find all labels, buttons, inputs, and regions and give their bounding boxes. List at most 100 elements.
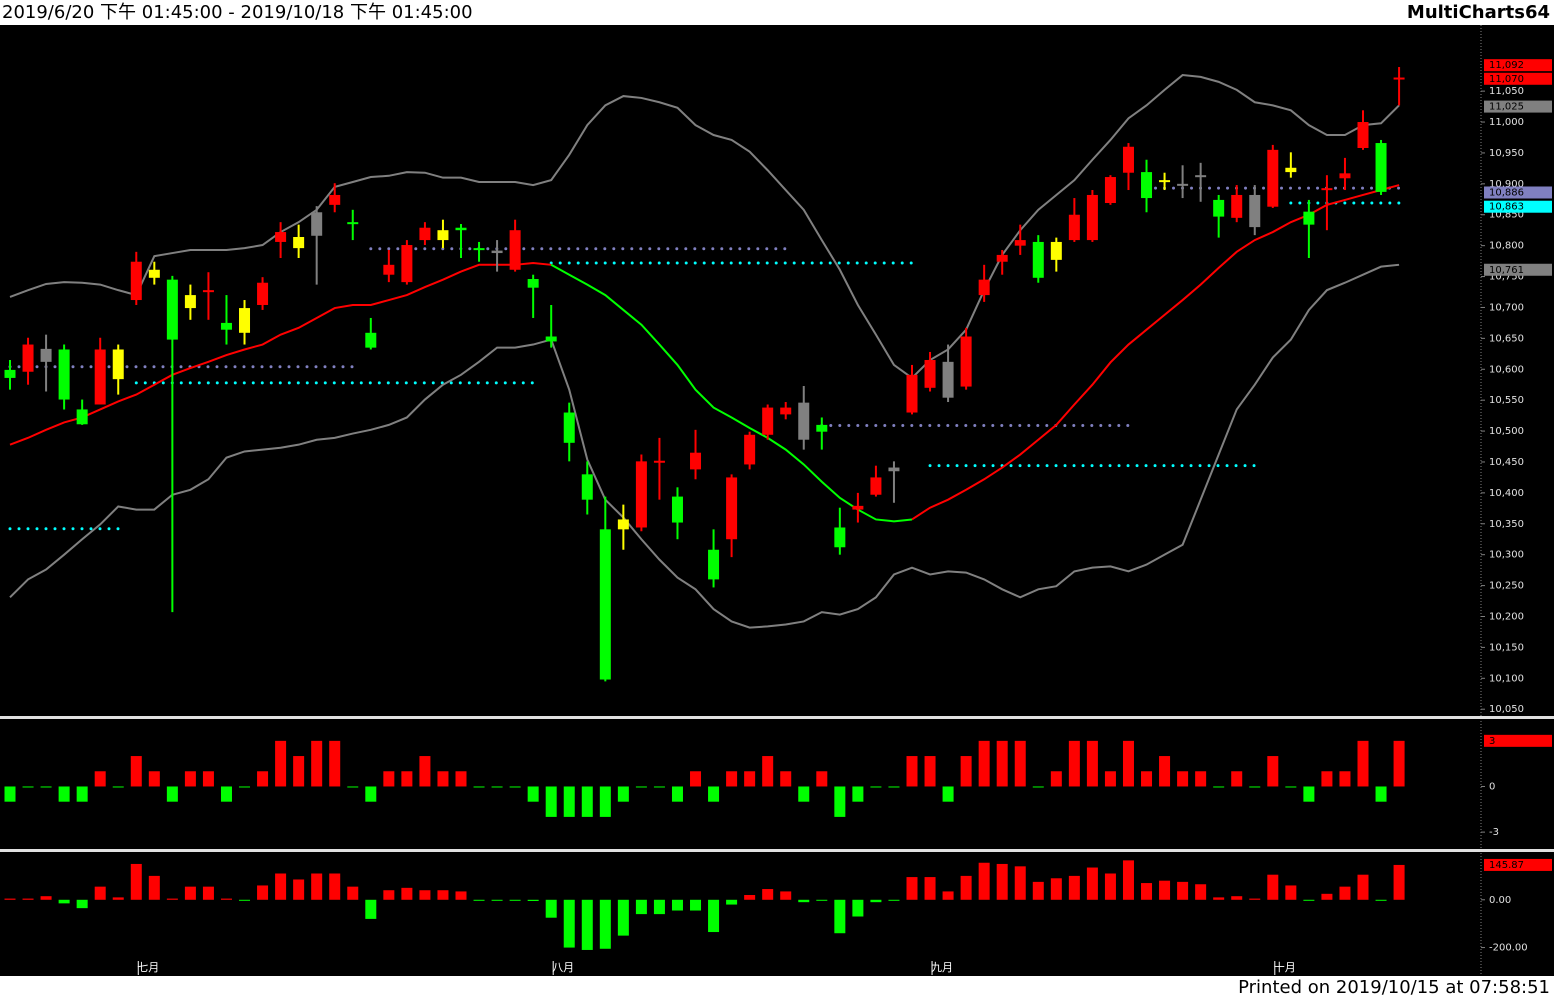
histogram-bar xyxy=(690,771,702,787)
candle-body xyxy=(726,477,738,540)
histogram-bar xyxy=(1267,756,1279,787)
histogram-bar xyxy=(906,756,918,787)
y-tick-label: 10,500 xyxy=(1489,426,1524,437)
histogram-bar xyxy=(1303,899,1315,901)
histogram-bar xyxy=(1159,880,1171,900)
histogram-bar xyxy=(473,786,485,788)
histogram-bar xyxy=(960,875,972,900)
candle-body xyxy=(744,434,756,465)
candle-body xyxy=(58,349,70,400)
histogram-bar xyxy=(419,890,431,900)
histogram-bar xyxy=(166,898,178,900)
histogram-bar xyxy=(40,896,52,900)
histogram-bar xyxy=(1104,873,1116,900)
candle-body xyxy=(329,194,341,205)
header-bar xyxy=(0,0,1554,25)
y-tick-label: 10,750 xyxy=(1489,272,1524,283)
histogram-bar xyxy=(184,771,196,787)
x-tick-label: 九月 xyxy=(931,961,953,974)
histogram-bar xyxy=(816,899,828,901)
candle-body xyxy=(130,261,142,301)
y-tick-label: 10,700 xyxy=(1489,302,1524,313)
candle-body xyxy=(671,496,683,523)
candle-body xyxy=(202,290,214,293)
date-range: 2019/6/20 下午 01:45:00 - 2019/10/18 下午 01… xyxy=(2,2,473,23)
candle-body xyxy=(1267,149,1279,207)
candle-body xyxy=(1014,240,1026,246)
histogram-bar xyxy=(690,899,702,911)
histogram-bar xyxy=(347,886,359,900)
candle-body xyxy=(220,322,232,330)
y-tick-label: 10,400 xyxy=(1489,488,1524,499)
histogram-bar xyxy=(220,898,232,900)
histogram-bar xyxy=(311,740,323,787)
histogram-bar xyxy=(455,891,467,900)
histogram-bar xyxy=(545,786,557,817)
footer-bar xyxy=(0,976,1554,999)
band-line xyxy=(9,74,1400,380)
histogram-bar xyxy=(1068,875,1080,900)
histogram-bar xyxy=(1357,740,1369,787)
histogram-bar xyxy=(1231,896,1243,900)
candle-body xyxy=(545,336,557,342)
y-tick-label: -200.00 xyxy=(1489,943,1528,954)
histogram-bar xyxy=(166,786,178,802)
histogram-bar xyxy=(257,885,269,900)
y-tick-label: -3 xyxy=(1489,827,1499,838)
histogram-bar xyxy=(148,875,160,900)
histogram-bar xyxy=(1321,893,1333,900)
y-tick-label: 10,300 xyxy=(1489,550,1524,561)
histogram-bar xyxy=(870,786,882,788)
histogram-bar xyxy=(852,899,864,917)
histogram-bar xyxy=(76,899,88,909)
y-tick-label: 10,550 xyxy=(1489,395,1524,406)
price-tag xyxy=(1484,72,1552,85)
candle-body xyxy=(635,461,647,528)
candle-body xyxy=(365,332,377,348)
price-tag-label: 11,092 xyxy=(1489,60,1524,71)
band-line xyxy=(9,263,1400,629)
histogram-bar xyxy=(744,895,756,900)
histogram-bar xyxy=(726,771,738,787)
candle-body xyxy=(383,264,395,275)
histogram-bar xyxy=(1195,884,1207,900)
histogram-bar xyxy=(347,786,359,788)
histogram-bar xyxy=(1068,740,1080,787)
histogram-bar xyxy=(599,786,611,817)
histogram-bar xyxy=(239,786,251,788)
y-tick-label: 10,600 xyxy=(1489,364,1524,375)
histogram-bar xyxy=(1050,771,1062,787)
histogram-bar xyxy=(978,740,990,787)
histogram-bar xyxy=(148,771,160,787)
candle-body xyxy=(1122,146,1134,173)
histogram-bar xyxy=(1032,881,1044,900)
price-tag xyxy=(1484,734,1552,747)
histogram-bar xyxy=(329,740,341,787)
y-tick-label: 11,050 xyxy=(1489,86,1524,97)
histogram-bar xyxy=(22,898,34,900)
candle-body xyxy=(978,279,990,296)
candle-body xyxy=(437,230,449,241)
candle-body xyxy=(1141,172,1153,199)
candle-body xyxy=(1321,188,1333,191)
histogram-bar xyxy=(419,756,431,787)
candle-body xyxy=(581,474,593,500)
histogram-bar xyxy=(1213,786,1225,788)
histogram-bar xyxy=(491,899,503,901)
candle-body xyxy=(1303,211,1315,225)
histogram-bar xyxy=(130,756,142,787)
candle-body xyxy=(852,505,864,510)
price-tag-label: 145.87 xyxy=(1489,860,1524,871)
histogram-bar xyxy=(726,899,738,905)
histogram-bar xyxy=(58,786,70,802)
x-tick-label: 八月 xyxy=(552,961,574,974)
candle-body xyxy=(76,409,88,425)
candle-body xyxy=(653,460,665,463)
price-tag xyxy=(1484,858,1552,871)
histogram-bar xyxy=(1195,771,1207,787)
y-tick-label: 10,800 xyxy=(1489,241,1524,252)
printed-on: Printed on 2019/10/15 at 07:58:51 xyxy=(1238,977,1550,998)
histogram-bar xyxy=(834,786,846,817)
candle-body xyxy=(4,369,16,378)
candle-body xyxy=(347,222,359,225)
